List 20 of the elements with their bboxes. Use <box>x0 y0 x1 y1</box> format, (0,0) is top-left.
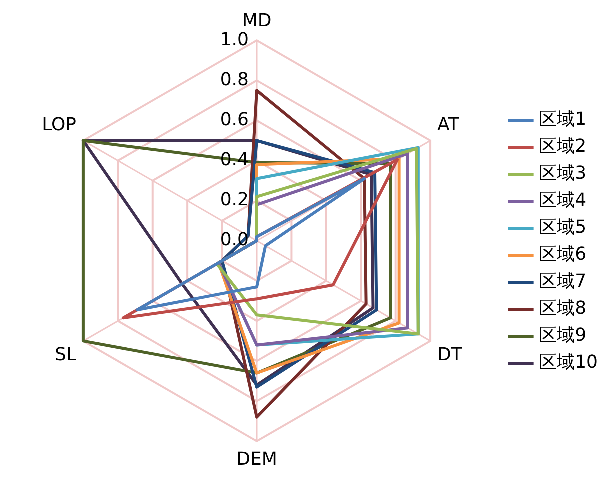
legend-label: 区域5 <box>539 217 587 238</box>
spoke-label: MD <box>242 10 272 32</box>
y-tick-label: 0.8 <box>220 69 249 90</box>
legend-label: 区域3 <box>539 163 587 184</box>
spoke-label: DEM <box>236 448 278 470</box>
legend-label: 区域1 <box>539 109 587 130</box>
y-tick-label: 0.2 <box>220 190 249 211</box>
legend-label: 区域4 <box>539 190 587 212</box>
y-tick-label: 0.6 <box>220 109 249 130</box>
spoke-label: AT <box>437 114 460 136</box>
legend-label: 区域7 <box>539 271 587 292</box>
legend-label: 区域10 <box>539 352 598 374</box>
legend-label: 区域9 <box>539 325 587 346</box>
legend-label: 区域8 <box>539 298 587 320</box>
spoke-label: SL <box>55 344 77 366</box>
y-tick-label: 1.0 <box>220 29 249 50</box>
legend-label: 区域2 <box>539 136 587 158</box>
spoke-label: DT <box>437 344 464 366</box>
spoke-label: LOP <box>42 114 77 136</box>
legend-label: 区域6 <box>539 244 587 266</box>
